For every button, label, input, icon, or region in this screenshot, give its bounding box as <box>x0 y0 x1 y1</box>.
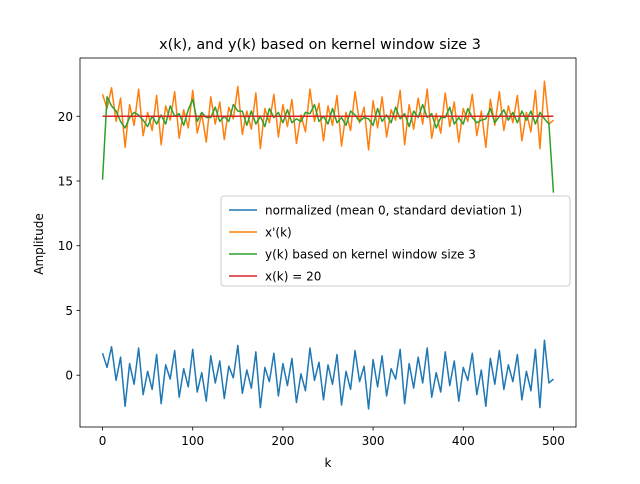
y-tick-label: 15 <box>58 175 73 189</box>
plot-frame <box>79 57 577 428</box>
series-line-1 <box>101 339 554 410</box>
series-line-2 <box>101 80 554 151</box>
legend-label: y(k) based on kernel window size 3 <box>265 248 476 262</box>
y-axis-label: Amplitude <box>32 213 46 275</box>
y-tick-label: 0 <box>65 369 73 383</box>
series-layer <box>101 80 555 410</box>
x-tick-label: 0 <box>99 434 107 448</box>
legend-label: x'(k) <box>265 226 292 240</box>
axes-layer: 0 100 200 300 400 500 0 5 10 15 20 <box>58 57 577 448</box>
x-tick-label: 400 <box>452 434 475 448</box>
x-tick-label: 500 <box>542 434 565 448</box>
x-tick-label: 200 <box>271 434 294 448</box>
x-tick-label: 300 <box>362 434 385 448</box>
legend-box <box>220 195 571 287</box>
y-tick-label: 20 <box>58 110 73 124</box>
legend-label: x(k) = 20 <box>265 270 321 284</box>
x-axis-label: k <box>325 456 332 470</box>
legend-label: normalized (mean 0, standard deviation 1… <box>265 204 522 218</box>
x-tick-label: 100 <box>181 434 204 448</box>
legend: normalized (mean 0, standard deviation 1… <box>220 195 571 287</box>
series-line-3 <box>101 96 555 193</box>
chart-title: x(k), and y(k) based on kernel window si… <box>159 37 481 53</box>
y-tick-label: 10 <box>58 239 73 253</box>
y-tick-label: 5 <box>65 304 73 318</box>
